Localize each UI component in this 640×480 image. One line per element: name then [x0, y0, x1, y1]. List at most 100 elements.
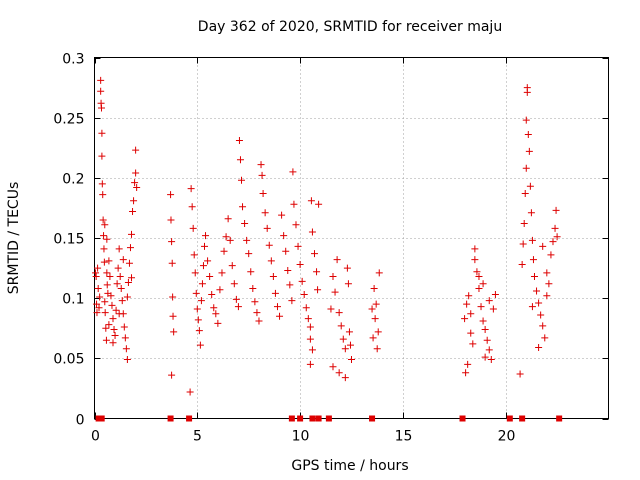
data-point	[236, 156, 244, 164]
data-point	[535, 299, 543, 307]
data-point	[271, 289, 279, 297]
data-point	[169, 312, 177, 320]
data-point	[251, 298, 259, 306]
data-point	[552, 206, 560, 214]
data-point	[259, 189, 267, 197]
zero-value-marker	[186, 415, 193, 422]
x-tick-label: 10	[292, 429, 310, 445]
y-tick-label: 0.05	[53, 352, 84, 368]
data-point	[129, 208, 137, 216]
x-tick-label: 5	[193, 429, 202, 445]
zero-value-marker	[459, 415, 466, 422]
data-point	[308, 346, 316, 354]
data-point	[212, 310, 220, 318]
data-point	[131, 179, 139, 187]
data-point	[530, 273, 538, 281]
x-tick-label: 0	[91, 429, 100, 445]
data-point	[93, 309, 101, 317]
y-axis-label: SRMTID / TECUs	[6, 182, 22, 295]
data-point	[335, 309, 343, 317]
data-point	[302, 304, 310, 312]
data-point	[224, 215, 232, 223]
data-point	[265, 241, 273, 249]
data-point	[94, 264, 102, 272]
data-point	[253, 309, 261, 317]
data-point	[98, 129, 106, 137]
data-point	[170, 328, 178, 336]
data-point	[110, 325, 118, 333]
data-point	[348, 356, 355, 364]
data-point	[94, 285, 102, 293]
data-point	[315, 200, 323, 208]
data-point	[109, 339, 117, 347]
data-point	[103, 235, 111, 243]
data-point	[196, 341, 204, 349]
data-point	[239, 203, 247, 211]
data-point	[471, 245, 479, 253]
data-point	[483, 336, 491, 344]
data-point	[97, 76, 105, 84]
data-point	[113, 280, 121, 288]
data-point	[204, 257, 212, 265]
data-point	[168, 238, 176, 246]
data-point	[194, 316, 202, 324]
data-point	[116, 273, 124, 281]
data-point	[109, 315, 117, 323]
data-point	[106, 273, 114, 281]
data-point	[473, 268, 481, 276]
data-point	[208, 291, 216, 299]
data-point	[345, 328, 353, 336]
data-point	[115, 310, 123, 318]
data-point	[553, 233, 561, 241]
data-point	[528, 303, 536, 311]
data-point	[119, 256, 127, 264]
data-point	[186, 388, 194, 396]
data-point	[235, 137, 243, 145]
data-point	[477, 303, 485, 311]
data-point	[523, 88, 531, 96]
data-point	[230, 280, 238, 288]
data-point	[232, 295, 240, 303]
data-point	[539, 322, 547, 330]
data-point	[190, 251, 198, 259]
data-point	[114, 264, 122, 272]
data-point	[479, 280, 487, 288]
zero-value-marker	[556, 415, 563, 422]
data-point	[188, 203, 196, 211]
y-tick-label: 0	[76, 413, 85, 429]
data-point	[526, 182, 534, 190]
data-point	[518, 260, 526, 268]
data-point	[102, 336, 110, 344]
data-point	[528, 236, 536, 244]
data-point	[100, 232, 108, 240]
data-point	[543, 292, 551, 300]
data-point	[257, 161, 265, 169]
data-point	[278, 211, 286, 219]
data-point	[539, 242, 547, 250]
data-point	[290, 200, 298, 208]
data-point	[537, 311, 545, 319]
data-point	[519, 240, 527, 248]
y-tick-label: 0.3	[62, 52, 84, 68]
data-point	[485, 346, 493, 354]
data-point	[371, 315, 379, 323]
data-point	[335, 369, 343, 377]
data-point	[167, 216, 175, 224]
zero-value-marker	[288, 415, 295, 422]
data-point	[197, 297, 205, 305]
data-point	[294, 242, 302, 250]
data-point	[273, 303, 281, 311]
data-point	[105, 257, 113, 265]
data-point	[198, 280, 206, 288]
y-tick-label: 0.2	[62, 172, 84, 188]
data-point	[331, 288, 339, 296]
data-point	[132, 146, 140, 154]
data-point	[193, 305, 201, 313]
zero-value-marker	[506, 415, 513, 422]
data-point	[130, 197, 138, 205]
data-point	[101, 221, 109, 229]
data-point	[93, 300, 101, 308]
data-point	[124, 279, 132, 287]
data-point	[195, 327, 203, 335]
